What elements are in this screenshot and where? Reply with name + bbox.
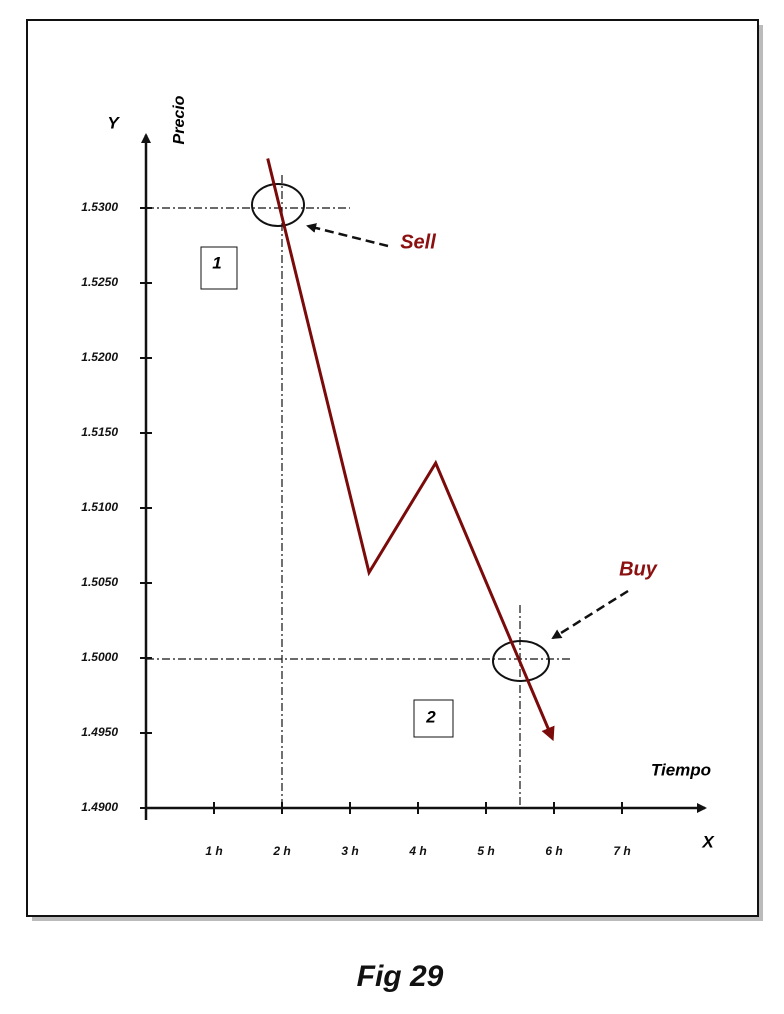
frame (26, 19, 759, 917)
x-tick-label: 6 h (545, 844, 562, 858)
x-axis-name: X (701, 832, 715, 851)
x-tick-label: 2 h (272, 844, 290, 858)
y-tick-label: 1.5100 (81, 500, 118, 514)
x-tick-label: 3 h (341, 844, 358, 858)
y-tick-label: 1.5250 (81, 275, 118, 289)
box-1-label: 1 (212, 253, 221, 272)
sell-circle (251, 183, 305, 227)
x-tick-label: 4 h (408, 844, 426, 858)
y-tick-label: 1.5150 (81, 425, 118, 439)
sell-label: Sell (400, 231, 436, 253)
box-2-label: 2 (425, 707, 436, 726)
buy-arrow (551, 589, 629, 640)
y-axis-name: Y (107, 113, 120, 132)
x-label: Tiempo (651, 760, 711, 779)
box-2 (413, 699, 454, 738)
y-tick-label: 1.5000 (81, 650, 118, 664)
price-line (266, 158, 555, 742)
x-tick-label: 7 h (613, 844, 630, 858)
buy-circle (492, 640, 550, 682)
caption: Fig 29 (357, 960, 444, 993)
y-tick-label: 1.5300 (81, 200, 118, 214)
y-label: Precio (171, 95, 188, 144)
buy-label: Buy (619, 558, 658, 580)
y-tick-label: 1.4900 (81, 800, 118, 814)
y-tick-label: 1.4950 (81, 725, 118, 739)
y-tick-label: 1.5200 (81, 350, 118, 364)
x-tick-label: 5 h (477, 844, 494, 858)
x-tick-label: 1 h (205, 844, 222, 858)
box-1 (200, 246, 238, 290)
y-tick-label: 1.5050 (81, 575, 118, 589)
